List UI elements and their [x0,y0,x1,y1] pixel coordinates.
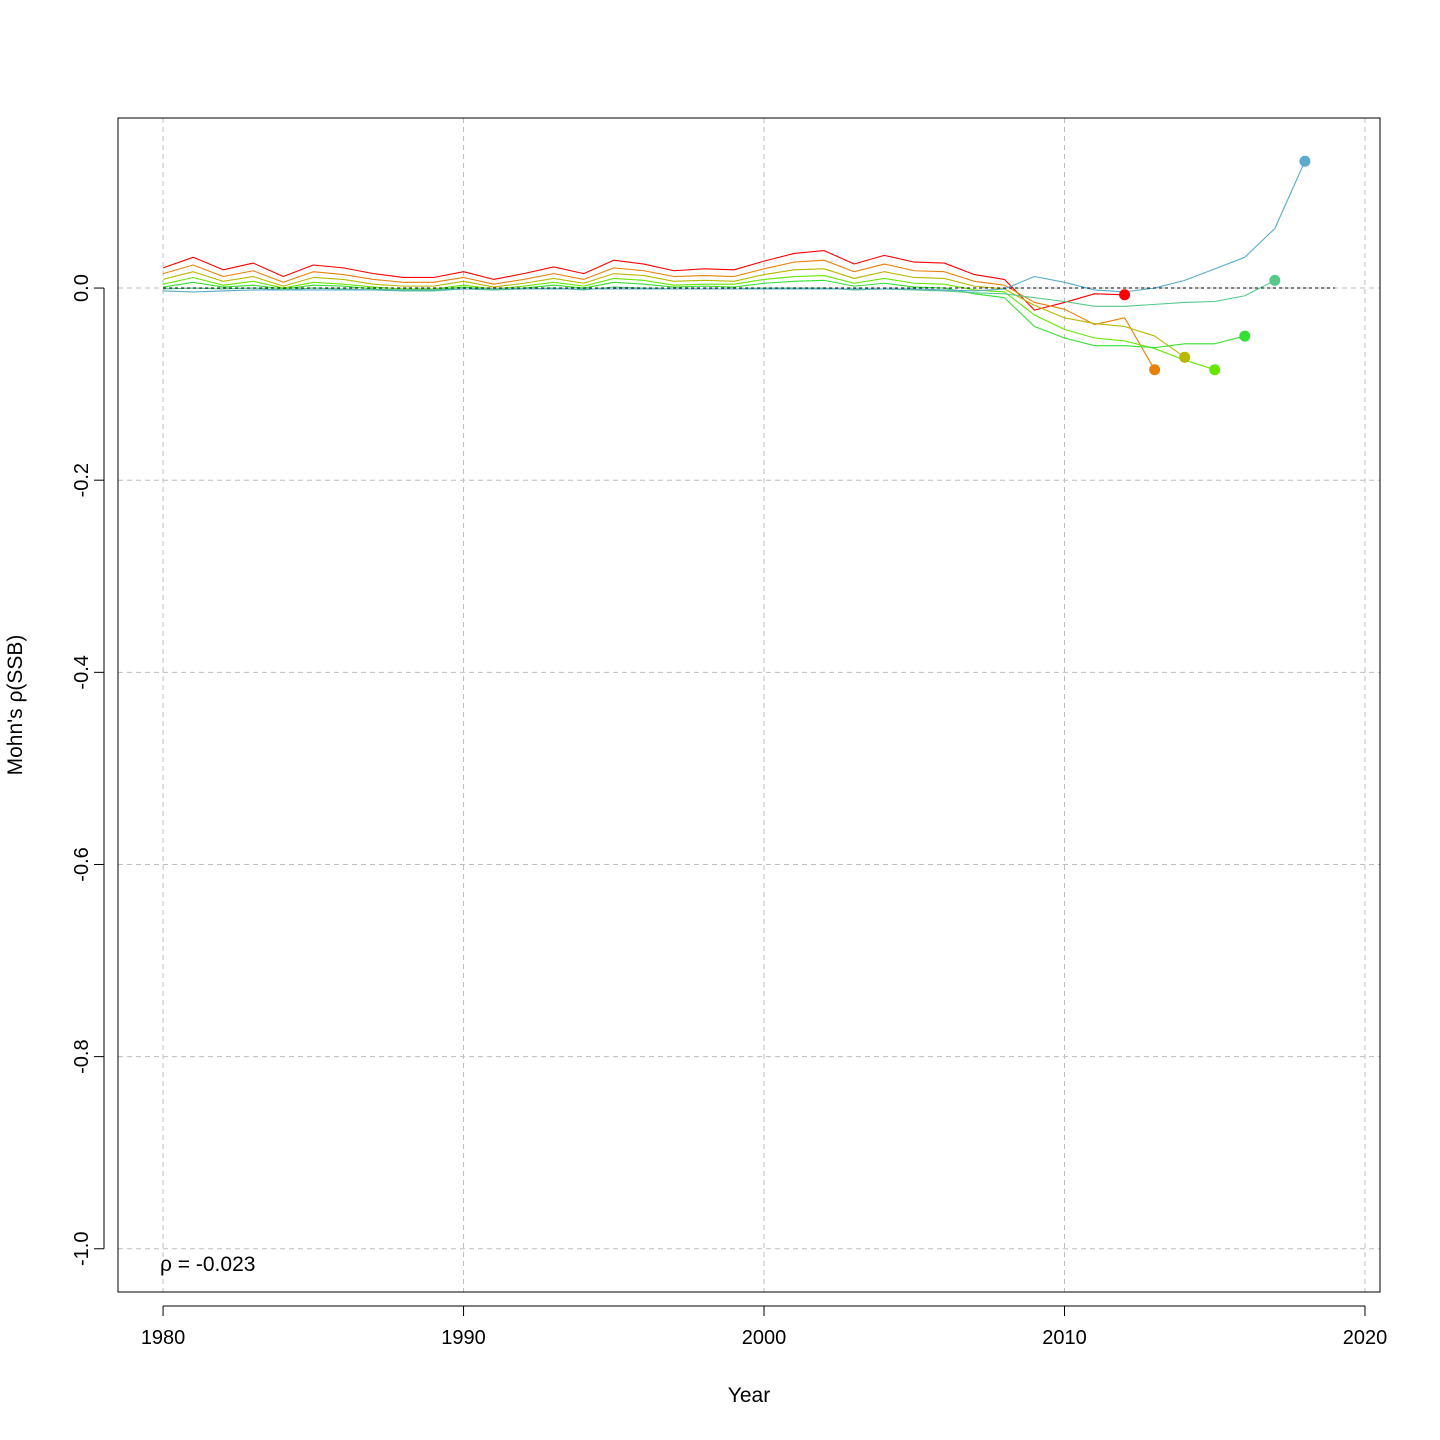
y-axis-title: Mohn's ρ(SSB) [4,635,27,776]
series-lines [162,161,1306,371]
plot-frame [117,117,1381,1293]
y-tick-label: 0.0 [71,274,93,302]
series-line [162,268,1186,358]
series-line [162,279,1245,349]
y-tick-label: -0.2 [71,463,93,497]
y-tick-label: -1.0 [71,1232,93,1266]
x-tick-label: 1980 [141,1327,186,1349]
series-end-point [1299,155,1311,167]
x-axis: 1980 1990 2000 2010 2020 [141,1305,1388,1349]
series-end-point [1119,289,1131,301]
series-end-point [1269,274,1281,286]
series-line [163,161,1306,293]
rho-annotation: ρ = -0.023 [160,1253,255,1276]
x-tick-label: 2000 [742,1327,787,1349]
series-end-point [1239,330,1251,342]
series-line [162,275,1215,371]
y-tick-label: -0.8 [71,1039,93,1073]
series-end-markers [1119,155,1311,376]
x-tick-label: 1990 [441,1327,486,1349]
grid [118,118,1380,1292]
x-tick-label: 2020 [1343,1327,1388,1349]
series-line [162,250,1125,311]
series-end-point [1179,351,1191,363]
y-tick-label: -0.4 [71,655,93,689]
series-end-point [1149,364,1161,376]
series-line [162,259,1156,370]
series-end-point [1209,364,1221,376]
x-tick-label: 2010 [1042,1327,1087,1349]
x-axis-title: Year [728,1384,770,1407]
y-tick-label: -0.6 [71,847,93,881]
y-axis: 0.0 -0.2 -0.4 -0.6 -0.8 -1.0 [71,274,105,1266]
